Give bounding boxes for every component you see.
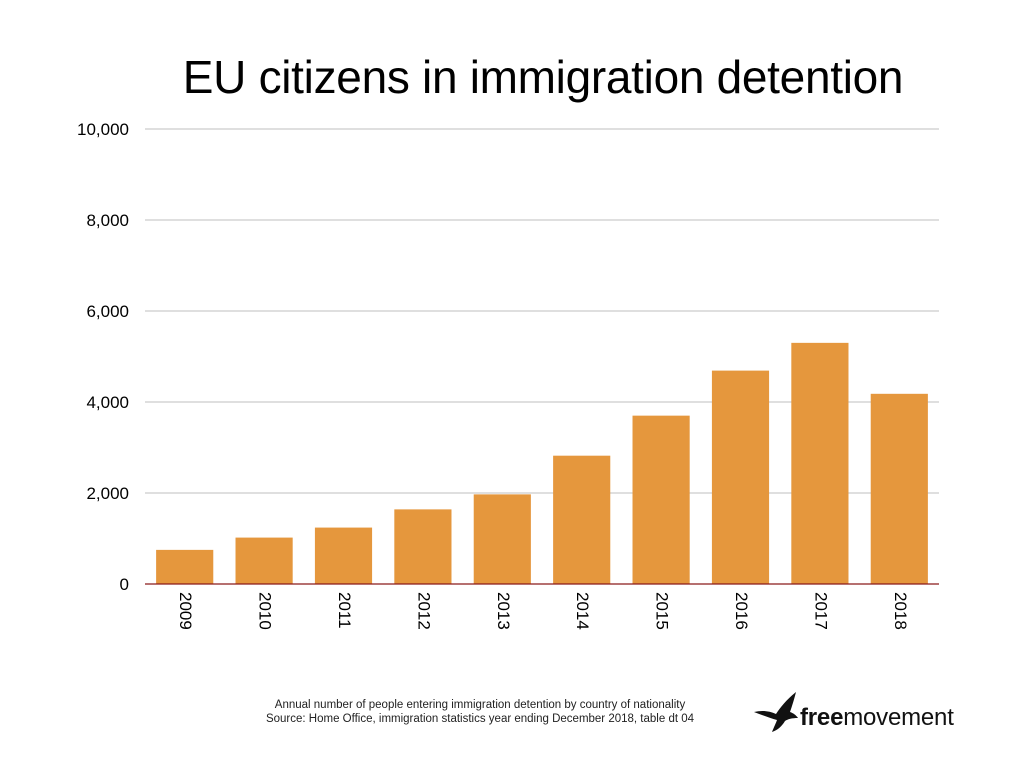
bar <box>156 549 214 584</box>
x-tick-label: 2017 <box>811 592 830 630</box>
y-tick-label: 2,000 <box>86 484 129 503</box>
footnote-source: Source: Home Office, immigration statist… <box>265 713 695 725</box>
x-tick-label: 2018 <box>891 592 910 630</box>
chart-title: EU citizens in immigration detention <box>182 51 904 103</box>
y-tick-label: 10,000 <box>77 120 129 139</box>
bar <box>553 455 611 584</box>
y-tick-label: 8,000 <box>86 211 129 230</box>
y-tick-label: 4,000 <box>86 393 129 412</box>
x-tick-label: 2011 <box>335 592 354 629</box>
logo-text-bold: free <box>800 704 844 731</box>
bar <box>791 342 849 584</box>
x-tick-label: 2016 <box>732 592 751 630</box>
bar <box>235 537 293 584</box>
x-tick-label: 2015 <box>653 592 672 630</box>
x-tick-label: 2013 <box>494 592 513 630</box>
y-tick-label: 6,000 <box>86 302 129 321</box>
logo <box>754 692 798 732</box>
x-tick-label: 2010 <box>256 592 275 630</box>
footnote-description: Annual number of people entering immigra… <box>274 699 686 711</box>
bar <box>711 370 770 584</box>
x-tick-label: 2012 <box>414 592 433 630</box>
bar <box>394 509 452 584</box>
bar <box>314 527 373 584</box>
bar <box>632 415 690 584</box>
y-tick-label: 0 <box>120 575 129 594</box>
bar <box>473 494 531 584</box>
x-tick-label: 2009 <box>176 592 195 630</box>
bar <box>870 393 928 584</box>
bird-icon <box>754 692 798 732</box>
logo-text: freemovement <box>800 704 954 732</box>
logo-text-regular: movement <box>843 704 954 731</box>
x-tick-label: 2014 <box>573 592 592 630</box>
